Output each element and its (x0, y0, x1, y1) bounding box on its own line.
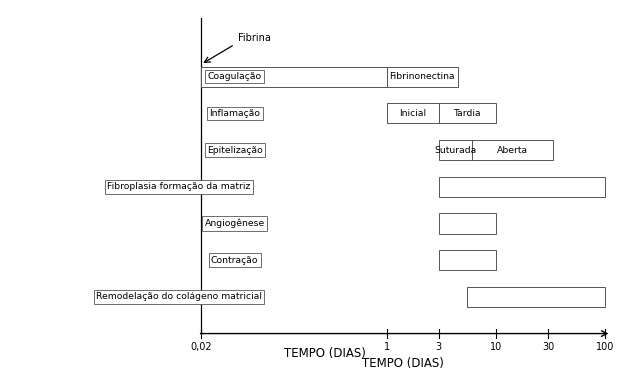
Text: Inflamação: Inflamação (209, 109, 260, 118)
Text: Fibrina: Fibrina (238, 33, 271, 43)
FancyBboxPatch shape (438, 213, 496, 234)
FancyBboxPatch shape (387, 103, 438, 123)
Text: TEMPO (DIAS): TEMPO (DIAS) (362, 357, 444, 370)
Text: Suturada: Suturada (434, 146, 476, 155)
Text: 3: 3 (435, 342, 442, 352)
FancyBboxPatch shape (438, 140, 472, 160)
Text: Epitelização: Epitelização (207, 146, 263, 155)
FancyBboxPatch shape (438, 103, 496, 123)
Text: 1: 1 (384, 342, 389, 352)
Text: Aberta: Aberta (496, 146, 528, 155)
Text: Coagulação: Coagulação (208, 72, 262, 81)
FancyBboxPatch shape (472, 140, 553, 160)
Text: Tardia: Tardia (454, 109, 481, 118)
Text: Remodelação do colágeno matricial: Remodelação do colágeno matricial (96, 292, 262, 301)
FancyBboxPatch shape (467, 287, 605, 307)
Text: 0,02: 0,02 (190, 342, 212, 352)
Text: Fibrinonectina: Fibrinonectina (389, 72, 455, 81)
FancyBboxPatch shape (438, 250, 496, 270)
Text: 30: 30 (542, 342, 554, 352)
Text: 10: 10 (490, 342, 502, 352)
FancyBboxPatch shape (387, 67, 458, 87)
Text: Inicial: Inicial (399, 109, 426, 118)
Text: 100: 100 (596, 342, 614, 352)
Text: Contração: Contração (211, 256, 258, 265)
Text: Angiogênese: Angiogênese (205, 219, 265, 228)
Text: TEMPO (DIAS): TEMPO (DIAS) (284, 347, 365, 360)
Text: Fibroplasia formação da matriz: Fibroplasia formação da matriz (108, 182, 251, 191)
FancyBboxPatch shape (438, 177, 605, 197)
FancyBboxPatch shape (201, 67, 387, 87)
